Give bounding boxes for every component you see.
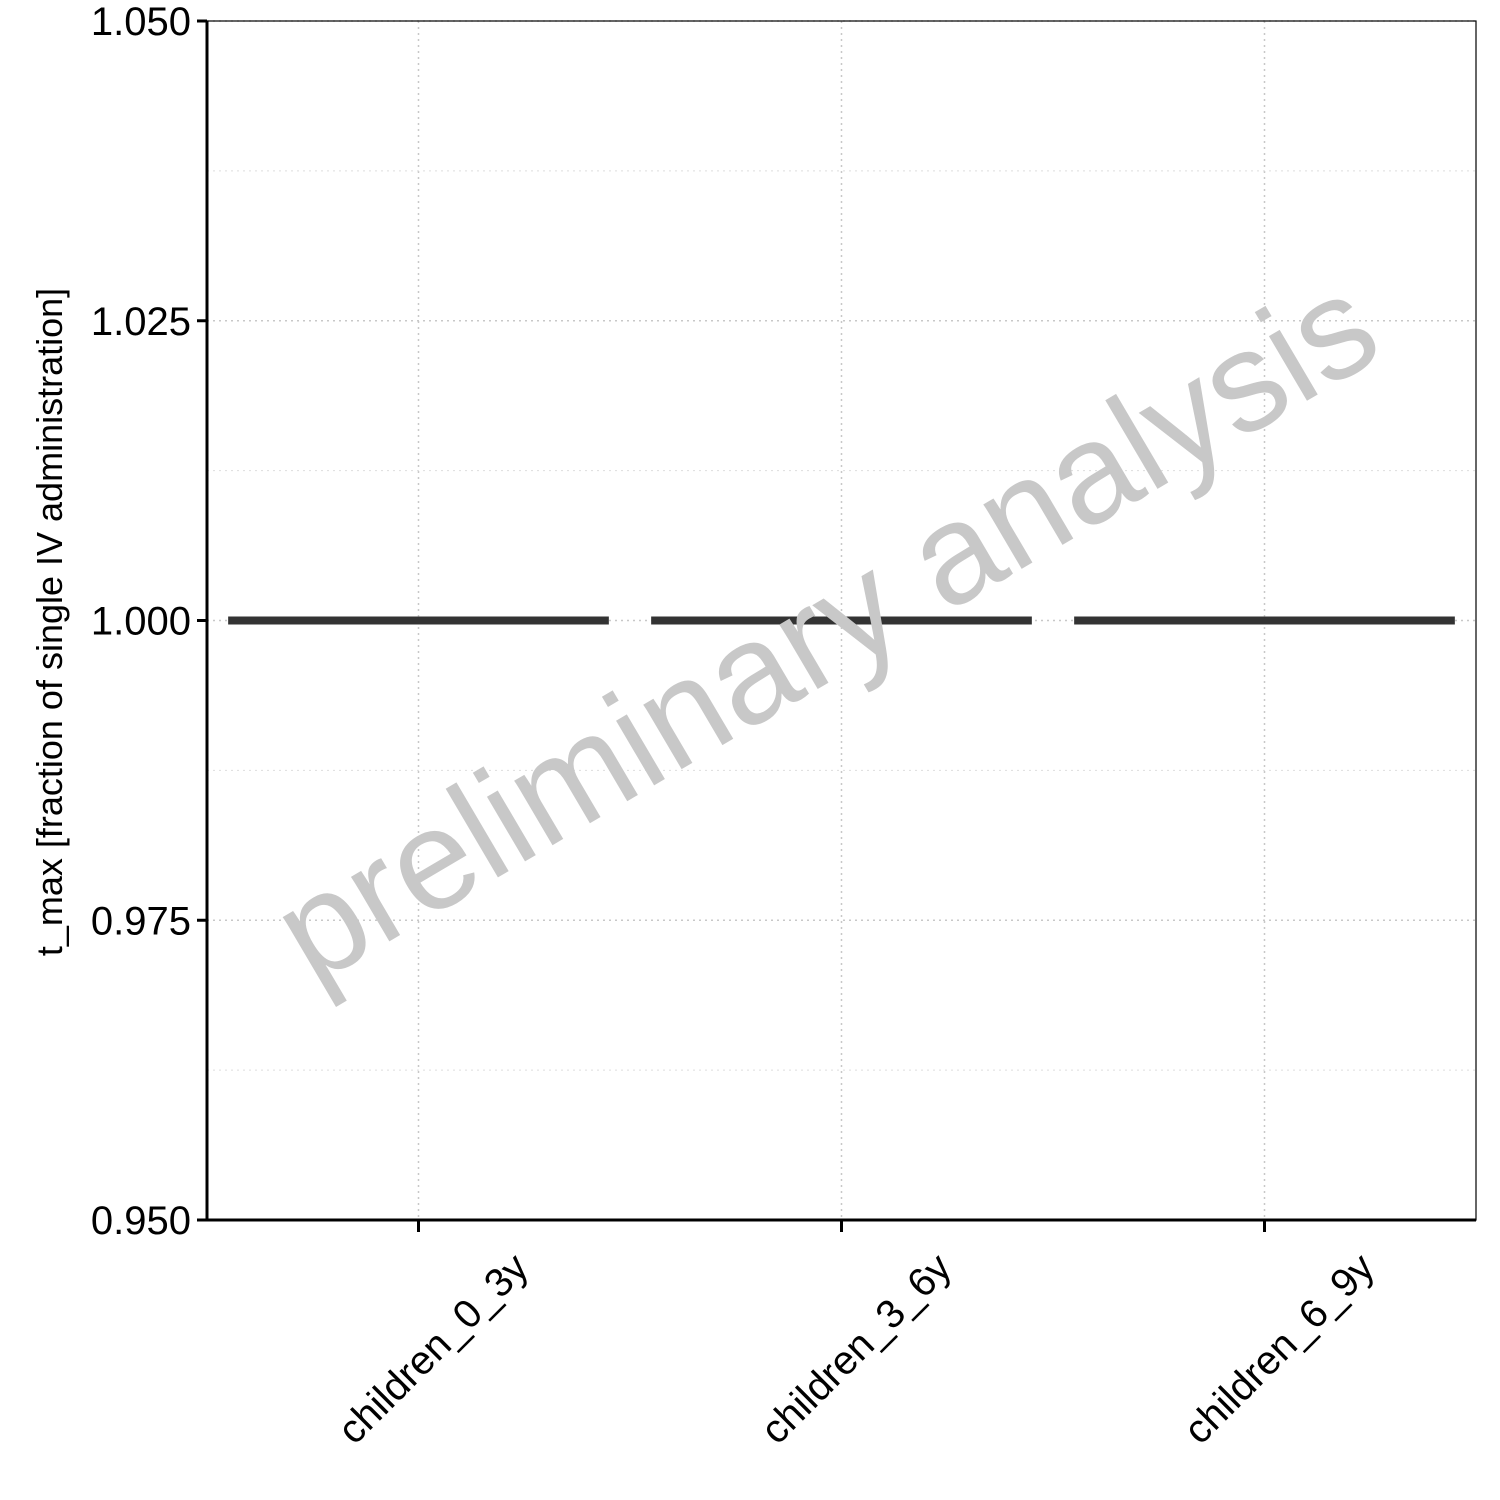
y-tick-label: 1.025	[91, 300, 191, 344]
y-tick-label: 1.000	[91, 600, 191, 644]
y-tick-label: 0.950	[91, 1199, 191, 1243]
y-tick-label: 1.050	[91, 0, 191, 44]
y-axis-ticks: 0.950 0.975 1.000 1.025 1.050	[91, 0, 207, 1243]
y-axis-title: t_max [fraction of single IV administrat…	[29, 288, 70, 956]
y-tick-label: 0.975	[91, 899, 191, 943]
